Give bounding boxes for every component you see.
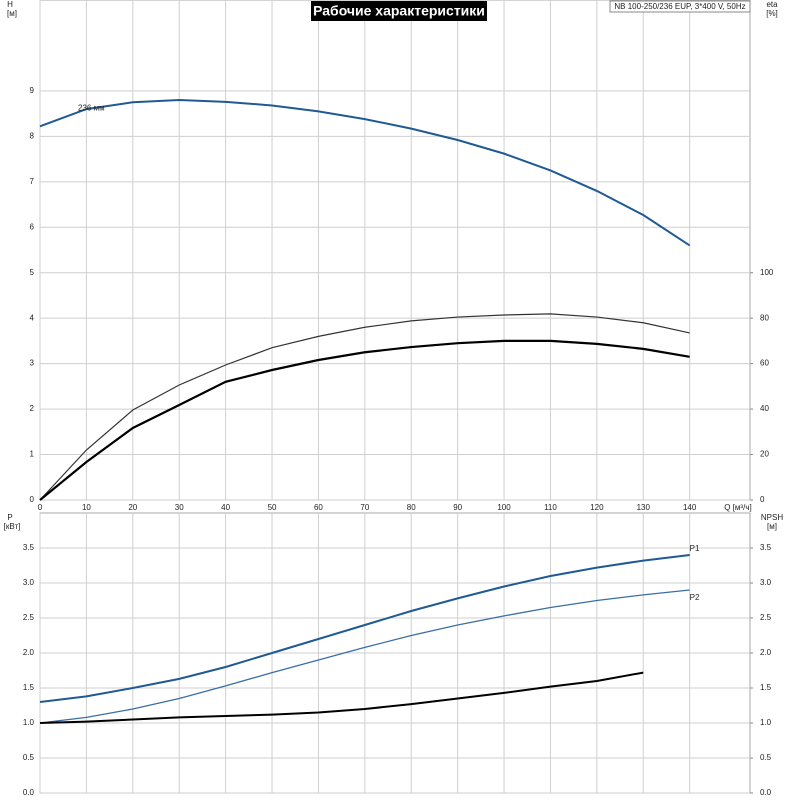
y2-tick-label: 0.0 <box>760 788 772 797</box>
series-label: 236 мм <box>78 103 105 112</box>
series-label: P2 <box>690 593 700 602</box>
y2-axis-label: eta <box>766 0 778 9</box>
y-axis-label: P <box>7 513 12 522</box>
y2-tick-label: 2.5 <box>760 613 772 622</box>
series-label: P1 <box>690 544 700 553</box>
y-tick-label: 1.5 <box>23 683 35 692</box>
x-tick-label: 130 <box>637 503 651 512</box>
series-line <box>39 313 690 501</box>
y-tick-label: 6 <box>30 222 35 231</box>
y-tick-label: 2.5 <box>23 613 35 622</box>
y-tick-label: 3.0 <box>23 578 35 587</box>
y-tick-label: 3 <box>30 359 35 368</box>
y2-tick-label: 0 <box>760 495 765 504</box>
y-tick-label: 0.0 <box>23 788 35 797</box>
x-tick-label: 100 <box>497 503 511 512</box>
x-tick-label: 110 <box>544 503 557 512</box>
x-tick-label: 90 <box>453 503 462 512</box>
x-tick-label: 120 <box>590 503 604 512</box>
series-line <box>39 98 691 247</box>
subtitle: NB 100-250/236 EUP, 3*400 V, 50Hz <box>614 2 745 11</box>
y-tick-label: 2 <box>30 404 35 413</box>
y2-tick-label: 20 <box>760 450 769 459</box>
series-line <box>39 554 690 703</box>
y2-tick-label: 0.5 <box>760 753 772 762</box>
x-tick-label: 60 <box>314 503 323 512</box>
title-box <box>311 1 487 21</box>
series-line <box>39 671 644 724</box>
x-tick-label: 10 <box>82 503 91 512</box>
x-tick-label: 80 <box>407 503 416 512</box>
y2-tick-label: 100 <box>760 268 774 277</box>
y-tick-label: 4 <box>30 313 35 322</box>
y2-axis-unit: [%] <box>766 9 778 18</box>
y2-tick-label: 60 <box>760 359 769 368</box>
y-axis-label: H <box>7 0 13 9</box>
y2-axis-unit: [м] <box>767 522 777 531</box>
y2-tick-label: 80 <box>760 313 769 322</box>
y-tick-label: 9 <box>30 86 35 95</box>
y2-axis-label: NPSH <box>761 513 783 522</box>
series-line <box>39 339 690 501</box>
x-tick-label: 40 <box>221 503 230 512</box>
y2-tick-label: 1.0 <box>760 718 772 727</box>
series-line <box>39 589 690 724</box>
y2-tick-label: 40 <box>760 404 769 413</box>
y-tick-label: 5 <box>30 268 35 277</box>
y2-tick-label: 2.0 <box>760 648 772 657</box>
y2-tick-label: 3.5 <box>760 543 772 552</box>
subtitle-box <box>609 0 751 13</box>
y2-tick-label: 3.0 <box>760 578 772 587</box>
x-tick-label: 140 <box>683 503 697 512</box>
y-tick-label: 8 <box>30 131 35 140</box>
y-axis-unit: [м] <box>7 9 17 18</box>
x-tick-label: 30 <box>175 503 184 512</box>
x-tick-label: 0 <box>38 503 43 512</box>
y2-tick-label: 1.5 <box>760 683 772 692</box>
y-tick-label: 2.0 <box>23 648 35 657</box>
y-tick-label: 3.5 <box>23 543 35 552</box>
y-axis-unit: [кВт] <box>4 522 21 531</box>
y-tick-label: 0 <box>30 495 35 504</box>
x-tick-label: 20 <box>128 503 137 512</box>
y-tick-label: 1 <box>30 450 35 459</box>
y-tick-label: 0.5 <box>23 753 35 762</box>
x-tick-label: 70 <box>360 503 369 512</box>
chart-title: Рабочие характеристики <box>313 3 485 19</box>
y-tick-label: 1.0 <box>23 718 35 727</box>
x-tick-label: 50 <box>268 503 277 512</box>
y-tick-label: 7 <box>30 177 35 186</box>
x-axis-label: Q [м³/ч] <box>724 503 751 512</box>
